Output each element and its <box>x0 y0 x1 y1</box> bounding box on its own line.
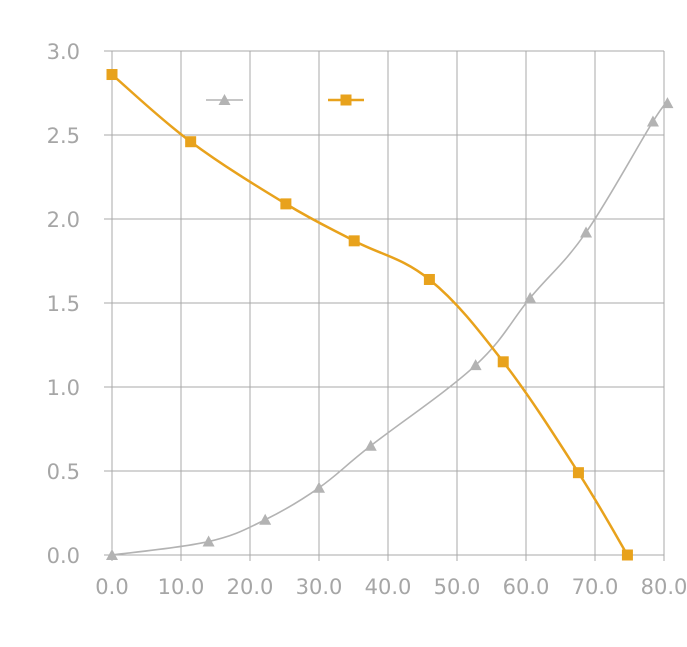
x-tick-label: 50.0 <box>434 575 481 599</box>
x-tick-label: 0.0 <box>95 575 128 599</box>
square-point <box>280 198 292 210</box>
triangle-point <box>106 549 118 560</box>
x-tick-label: 70.0 <box>572 575 619 599</box>
x-tick-label: 10.0 <box>158 575 205 599</box>
triangle-point <box>259 513 272 525</box>
y-tick-label: 3.0 <box>47 40 80 64</box>
legend-entry <box>328 94 364 106</box>
triangle-point <box>469 359 482 371</box>
square-point <box>572 467 584 479</box>
series-2 <box>106 69 633 561</box>
triangle-point <box>202 535 215 547</box>
legend-marker <box>218 94 231 105</box>
triangle-point <box>580 226 593 238</box>
square-point <box>348 235 360 247</box>
legend-entry <box>206 94 243 105</box>
y-tick-label: 2.0 <box>47 208 80 232</box>
series-line <box>111 73 629 556</box>
legend <box>206 94 364 106</box>
x-tick-label: 60.0 <box>503 575 550 599</box>
square-point <box>497 356 509 368</box>
legend-marker <box>340 94 352 106</box>
triangle-point <box>524 291 537 303</box>
triangle-point <box>661 97 674 109</box>
square-point <box>185 136 197 148</box>
x-tick-label: 30.0 <box>296 575 343 599</box>
square-point <box>106 69 118 81</box>
series-layer <box>106 69 674 561</box>
x-tick-label: 40.0 <box>365 575 412 599</box>
y-tick-label: 0.0 <box>47 544 80 568</box>
x-tick-label: 80.0 <box>641 575 687 599</box>
gridlines <box>104 50 665 561</box>
triangle-point <box>364 439 377 451</box>
y-tick-label: 1.5 <box>47 292 80 316</box>
square-point <box>423 273 435 285</box>
y-tick-label: 2.5 <box>47 124 80 148</box>
tick-labels: 0.0 10.0 20.0 30.0 40.0 50.0 60.0 70.0 80.0 0.0 0.… <box>47 40 687 599</box>
triangle-point <box>646 115 659 127</box>
triangle-point <box>313 481 325 493</box>
series-line <box>111 102 669 556</box>
y-tick-label: 0.5 <box>47 460 80 484</box>
series-1 <box>106 97 674 560</box>
square-point <box>621 549 633 561</box>
y-tick-label: 1.0 <box>47 376 80 400</box>
x-tick-label: 20.0 <box>227 575 274 599</box>
